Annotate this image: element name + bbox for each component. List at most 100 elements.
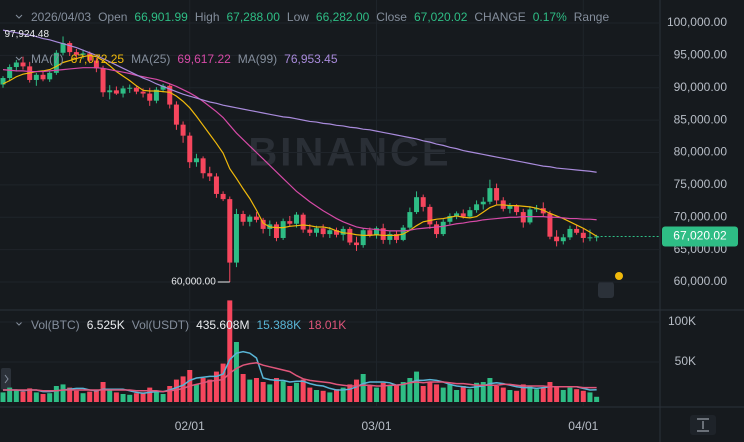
candle-body	[33, 74, 39, 80]
x-tick-label: 04/01	[568, 419, 598, 433]
max-label: 97,924.48	[5, 29, 50, 40]
candle-body	[580, 232, 586, 238]
candle-body	[140, 91, 146, 94]
scroll-button[interactable]	[1, 368, 11, 390]
candle-body	[320, 228, 326, 235]
volume-bar	[67, 387, 73, 402]
scroll-icon	[4, 374, 9, 384]
y-tick-label: 50K	[675, 354, 696, 368]
x-tick-label: 03/01	[362, 419, 392, 433]
volume-bar	[594, 396, 600, 402]
volume-bar	[427, 382, 433, 402]
y-tick-label: 60,000.00	[674, 274, 728, 288]
field-label: CHANGE	[474, 10, 526, 24]
ma-line	[2, 29, 597, 173]
candle-body	[547, 213, 553, 237]
volume-bar	[507, 390, 513, 402]
field-value: 67,020.02	[413, 10, 468, 24]
volume-bar	[140, 392, 146, 402]
candle-body	[427, 206, 433, 225]
grid	[0, 0, 660, 407]
volume-bar	[293, 382, 299, 402]
candle-body	[567, 228, 573, 238]
candle-body	[467, 210, 473, 217]
candle-body	[494, 188, 500, 201]
collapse-icon[interactable]	[15, 321, 23, 326]
candle-body	[354, 242, 360, 246]
volume-bar	[307, 387, 313, 402]
candle-body	[173, 104, 179, 125]
volume-bar	[127, 394, 133, 402]
volume-bar	[587, 392, 593, 402]
vol-usdt-label: Vol(USDT)	[131, 318, 190, 332]
y-tick-label: 75,000.00	[674, 177, 728, 191]
collapse-icon[interactable]	[15, 56, 23, 61]
event-icon[interactable]	[598, 282, 614, 298]
candle-body	[147, 93, 153, 101]
candle-body	[107, 90, 113, 93]
volume-bar	[120, 394, 126, 402]
volume-bar	[200, 378, 206, 402]
candle-body	[100, 68, 106, 93]
notice-dot[interactable]	[615, 272, 623, 280]
volume-bar	[0, 392, 6, 402]
ma-value: 69,617.22	[177, 52, 231, 66]
collapse-icon[interactable]	[15, 14, 23, 19]
vol-btc-value: 6.525K	[86, 318, 125, 332]
volume-bar	[334, 389, 339, 402]
candle-body	[227, 199, 233, 263]
candle-body	[454, 213, 460, 216]
candle-body	[213, 176, 219, 194]
candle-body	[347, 228, 353, 243]
volume-bar	[320, 390, 326, 402]
volume-bar	[380, 382, 386, 402]
candle-body	[554, 236, 560, 242]
volume-bar	[547, 382, 553, 402]
candle-body	[287, 221, 293, 224]
field-label: Open	[98, 10, 128, 24]
resize-icon[interactable]	[690, 415, 716, 435]
y-tick-label: 100,000.00	[667, 15, 727, 29]
candle-body	[253, 216, 259, 220]
volume-bar	[240, 374, 246, 402]
candle-body	[293, 214, 299, 224]
candle-body	[120, 88, 126, 94]
field-value: 67,288.00	[226, 10, 280, 24]
candle-body	[187, 135, 193, 163]
candle-body	[520, 212, 526, 223]
candle-body	[133, 87, 139, 92]
volume-bar	[220, 363, 226, 402]
candle-body	[60, 43, 66, 53]
candle-body	[487, 188, 493, 202]
candle-body	[374, 228, 380, 236]
candle-body	[560, 237, 566, 242]
candle-body	[434, 224, 440, 235]
candle-body	[334, 230, 339, 235]
candle-body	[587, 237, 593, 239]
ma-legend: MA(7) 67,072.25 MA(25) 69,617.22 MA(99) 76,95…	[31, 52, 338, 66]
candle-body	[240, 214, 246, 222]
candle-body	[93, 60, 99, 69]
ma-name: MA(7)	[31, 52, 64, 66]
volume-bar	[33, 392, 39, 402]
candle-body	[387, 234, 393, 240]
vol-ma-value: 15.388K	[256, 318, 302, 332]
volume-bar	[474, 382, 480, 402]
volume-bar	[20, 391, 26, 402]
candle-body	[273, 224, 279, 238]
candle-body	[40, 74, 46, 80]
volume-bar	[580, 390, 586, 402]
candle-body	[247, 216, 253, 222]
volume-bar	[554, 386, 560, 402]
candle-body	[367, 230, 373, 236]
candle-body	[480, 201, 486, 205]
volume-bar	[180, 376, 186, 402]
volume-bar	[40, 394, 46, 402]
field-label: Low	[286, 10, 309, 24]
volume-bar	[327, 392, 333, 402]
ma-name: MA(25)	[131, 52, 171, 66]
vol-btc-label: Vol(BTC)	[31, 318, 80, 332]
volume-bar	[80, 393, 86, 402]
candle-body	[460, 213, 466, 217]
volume-bar	[253, 378, 259, 402]
